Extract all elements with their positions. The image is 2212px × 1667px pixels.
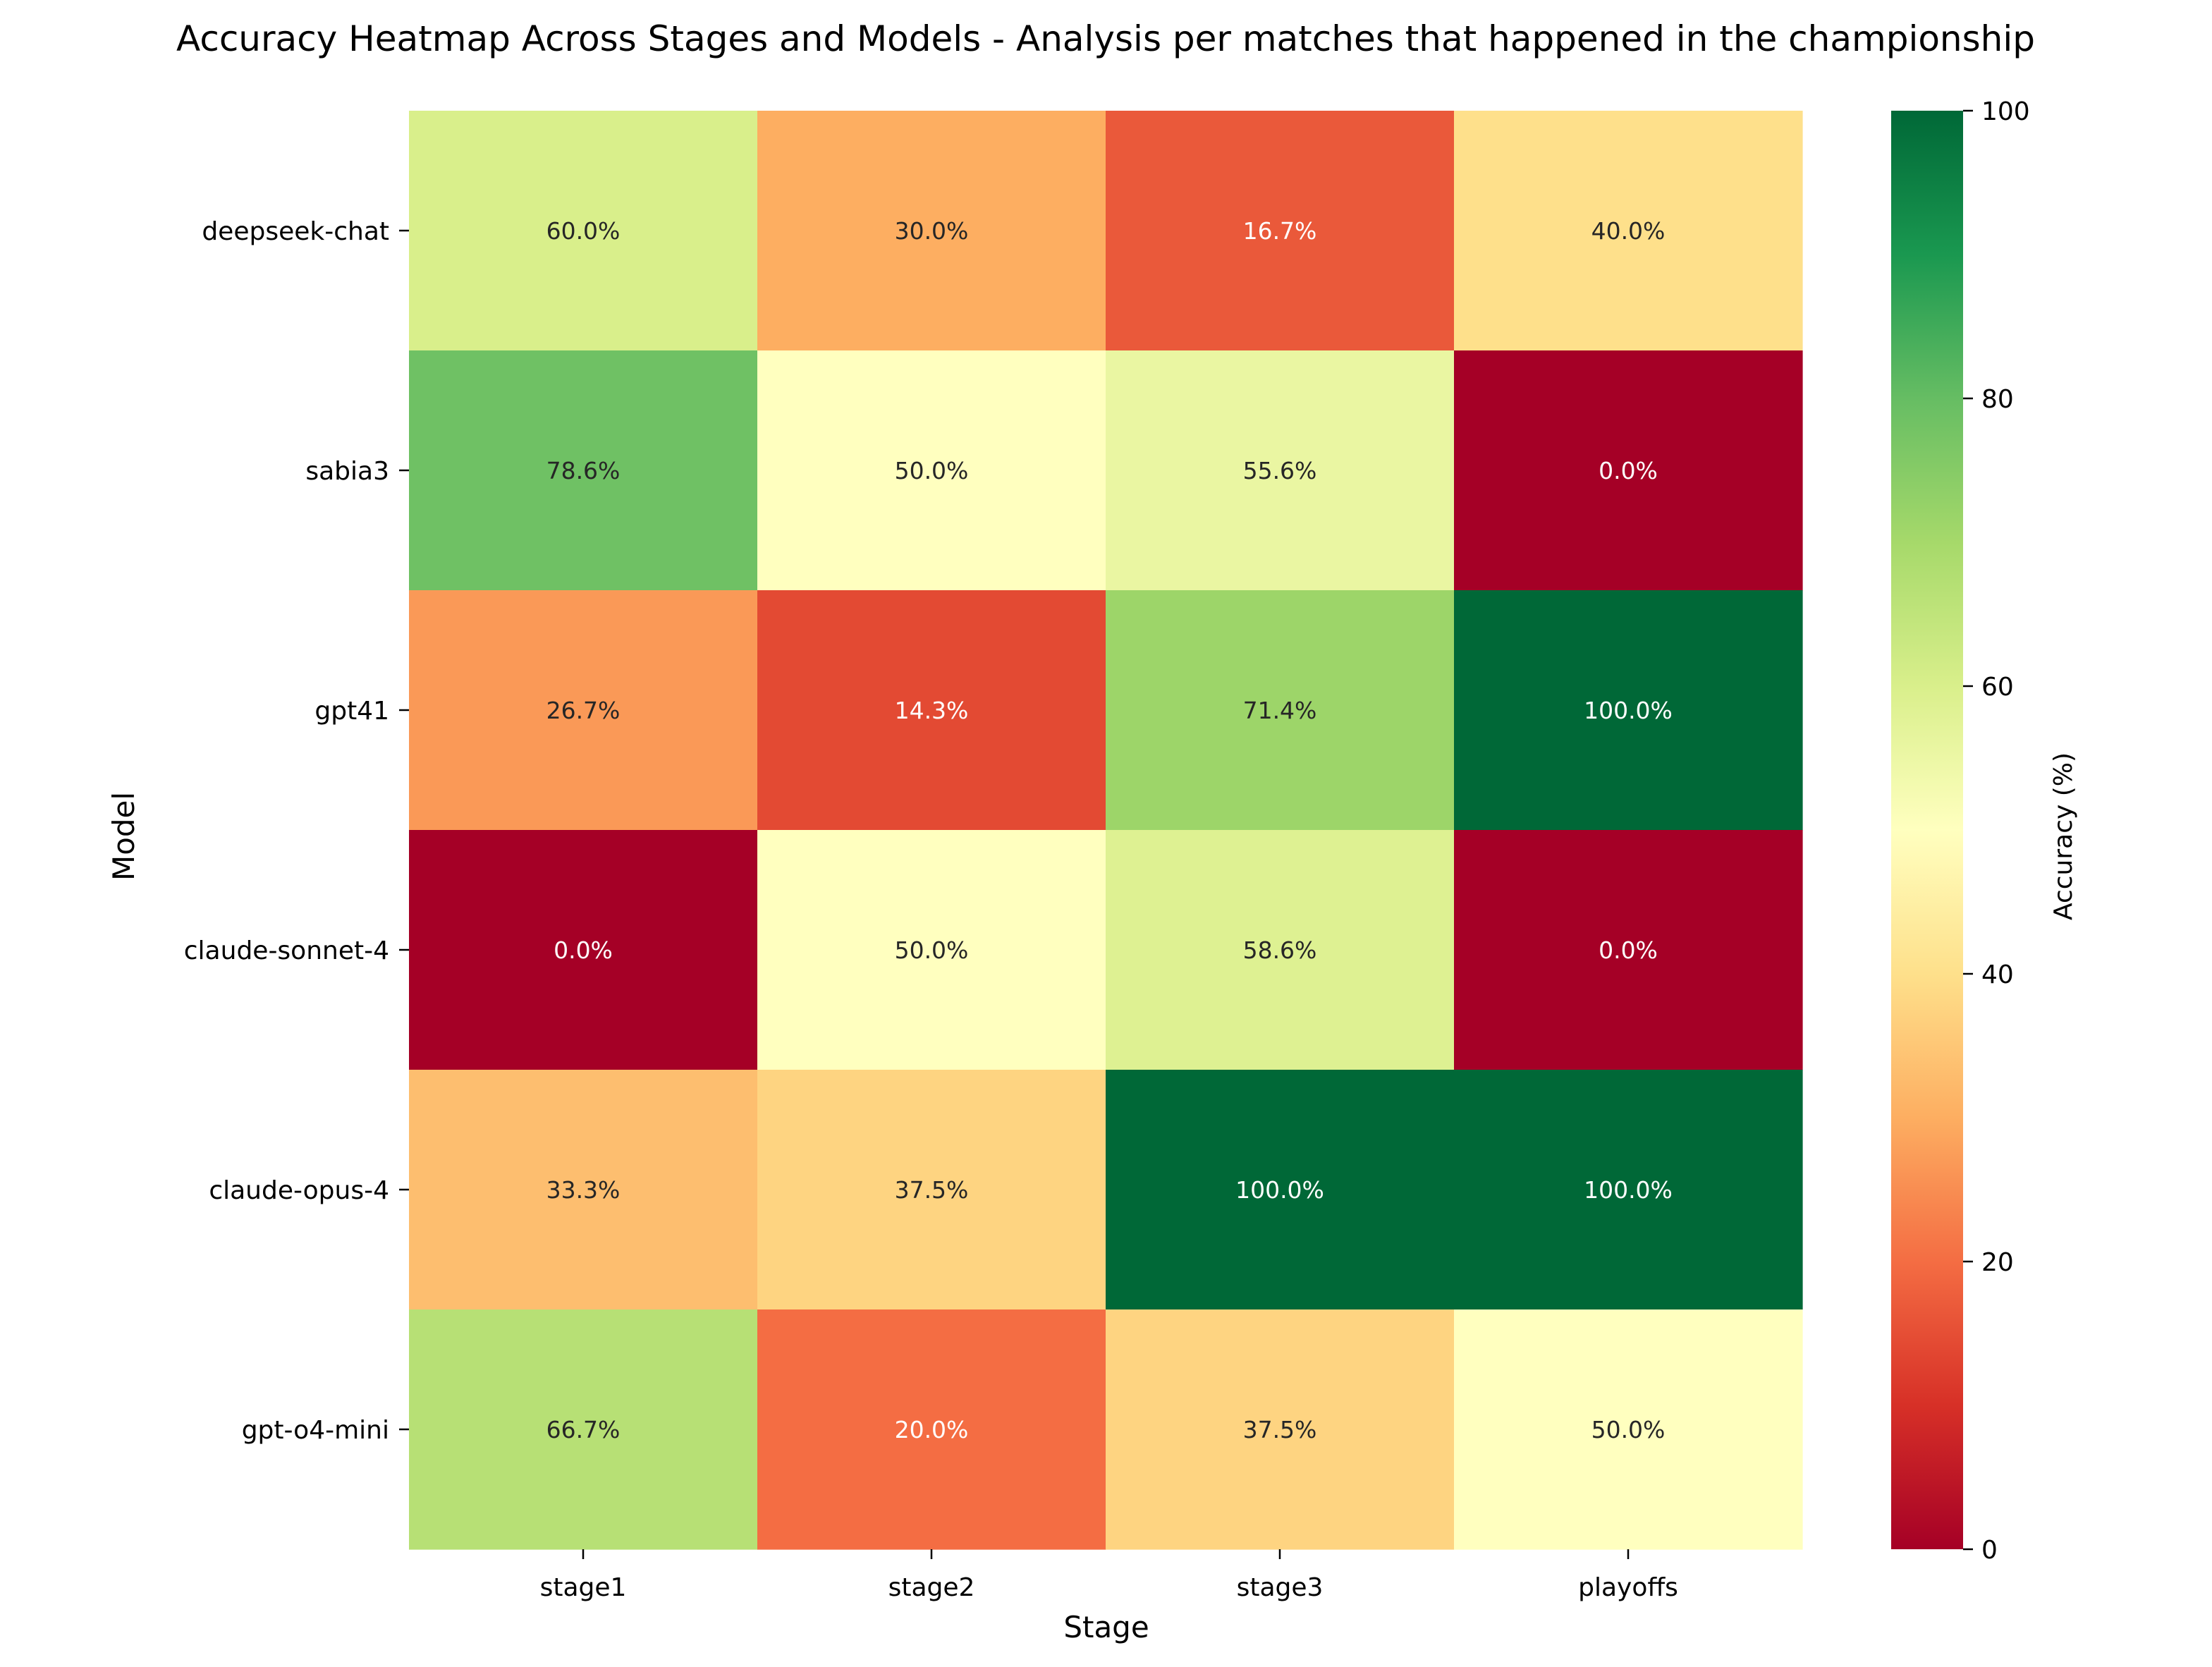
heatmap-cell-label: 100.0% (1235, 1176, 1324, 1204)
heatmap-cell (1454, 350, 1803, 591)
colorbar-tick-label: 100 (1981, 97, 2030, 126)
heatmap-cell (1106, 111, 1455, 351)
heatmap-cell (1106, 830, 1455, 1070)
heatmap-cell-label: 78.6% (546, 457, 621, 484)
heatmap-cell (1454, 1309, 1803, 1550)
colorbar-tick-label: 0 (1981, 1536, 1998, 1565)
heatmap-cell (757, 111, 1106, 351)
heatmap-cell (409, 1070, 758, 1310)
heatmap-cell-label: 0.0% (554, 936, 613, 964)
heatmap-cell-label: 71.4% (1243, 697, 1317, 724)
colorbar-ticks: 0 20 40 60 80 100 (1963, 97, 2030, 1565)
heatmap-cell-label: 100.0% (1584, 697, 1673, 724)
heatmap-cell-label: 50.0% (1591, 1416, 1666, 1443)
y-tick-label: gpt41 (314, 697, 389, 726)
heatmap-cell-label: 16.7% (1243, 217, 1317, 245)
heatmap-cell-label: 33.3% (546, 1176, 621, 1204)
colorbar-tick-label: 40 (1981, 960, 2014, 989)
heatmap-cell (1106, 590, 1455, 831)
x-tick-label: stage1 (540, 1573, 627, 1602)
heatmap-cell (757, 590, 1106, 831)
y-tick-label: gpt-o4-mini (242, 1416, 389, 1445)
x-tick-label: playoffs (1578, 1573, 1678, 1602)
x-axis-ticks: stage1 stage2 stage3 playoffs (540, 1549, 1678, 1602)
y-tick-label: claude-sonnet-4 (184, 936, 389, 965)
heatmap-cell-label: 50.0% (895, 457, 969, 484)
colorbar (1891, 111, 1963, 1549)
y-axis-ticks: deepseek-chat sabia3 gpt41 claude-sonnet-4 c… (184, 217, 409, 1445)
y-tick-label: deepseek-chat (202, 217, 389, 246)
colorbar-label: Accuracy (%) (2049, 752, 2078, 920)
heatmap-cell-label: 40.0% (1591, 217, 1666, 245)
heatmap-cell-label: 0.0% (1599, 936, 1658, 964)
x-axis-label: Stage (1063, 1610, 1149, 1644)
heatmap-cell (409, 590, 758, 831)
heatmap-cell (757, 830, 1106, 1070)
heatmap-cell-label: 100.0% (1584, 1176, 1673, 1204)
heatmap-cell-labels: 60.0% 30.0% 16.7% 40.0% 78.6% 50.0% 55.6% 0.0% 2… (546, 217, 1673, 1443)
heatmap-cell (1454, 111, 1803, 351)
heatmap-cell (757, 1309, 1106, 1550)
heatmap-cell-label: 60.0% (546, 217, 621, 245)
heatmap-cell (1454, 590, 1803, 831)
heatmap-cell (757, 1070, 1106, 1310)
heatmap-cell (409, 350, 758, 591)
heatmap-cell-label: 14.3% (895, 697, 969, 724)
x-tick-label: stage3 (1237, 1573, 1324, 1602)
colorbar-tick-label: 80 (1981, 385, 2014, 414)
y-axis-label: Model (106, 792, 141, 881)
heatmap-cell (757, 350, 1106, 591)
chart-title: Accuracy Heatmap Across Stages and Model… (176, 18, 2035, 59)
colorbar-tick-label: 60 (1981, 673, 2014, 702)
y-tick-label: claude-opus-4 (209, 1176, 389, 1205)
heatmap-cell-label: 66.7% (546, 1416, 621, 1443)
heatmap-cell-label: 55.6% (1243, 457, 1317, 484)
heatmap-cell (409, 111, 758, 351)
heatmap-cell (409, 1309, 758, 1550)
heatmap-cell (1454, 830, 1803, 1070)
heatmap-cell (1106, 1070, 1455, 1310)
heatmap-cell (1106, 1309, 1455, 1550)
heatmap-cell-label: 50.0% (895, 936, 969, 964)
heatmap-cell-label: 20.0% (895, 1416, 969, 1443)
heatmap-cell (1454, 1070, 1803, 1310)
colorbar-tick-label: 20 (1981, 1248, 2014, 1277)
heatmap-cell (409, 830, 758, 1070)
heatmap-cell-label: 37.5% (1243, 1416, 1317, 1443)
heatmap-cells (409, 111, 1803, 1550)
heatmap-cell-label: 26.7% (546, 697, 621, 724)
heatmap-cell-label: 30.0% (895, 217, 969, 245)
heatmap-cell-label: 0.0% (1599, 457, 1658, 484)
heatmap-cell (1106, 350, 1455, 591)
y-tick-label: sabia3 (305, 457, 389, 486)
x-tick-label: stage2 (888, 1573, 975, 1602)
heatmap-cell-label: 37.5% (895, 1176, 969, 1204)
heatmap-cell-label: 58.6% (1243, 936, 1317, 964)
